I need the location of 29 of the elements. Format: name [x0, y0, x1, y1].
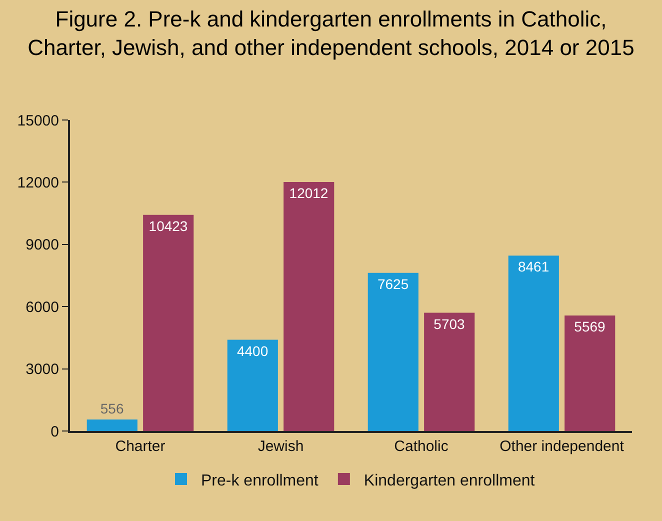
y-tick-label: 9000: [26, 236, 59, 254]
x-tick-label: Jewish: [258, 438, 304, 455]
x-tick-label: Other independent: [500, 438, 625, 455]
data-label: 4400: [236, 342, 268, 359]
legend-label: Kindergarten enrollment: [364, 472, 536, 490]
bar: [284, 182, 334, 431]
data-label: 5569: [574, 318, 606, 335]
y-tick-label: 12000: [17, 174, 59, 192]
y-tick-label: 15000: [17, 112, 59, 130]
data-label: 7625: [377, 276, 409, 292]
y-tick-label: 6000: [26, 298, 59, 316]
bar: [143, 214, 194, 431]
data-label: 556: [100, 400, 124, 416]
y-tick-label: 0: [50, 423, 59, 440]
legend-label: Pre-k enrollment: [201, 472, 319, 490]
data-label: 5703: [434, 316, 466, 332]
bar: [508, 256, 559, 431]
data-label: 8461: [518, 258, 550, 275]
bar: [424, 312, 475, 431]
data-label: 12012: [289, 184, 328, 201]
y-tick-label: 3000: [26, 361, 59, 378]
x-tick-label: Catholic: [394, 438, 449, 455]
chart-title: Figure 2. Pre-k and kindergarten enrollments in Catholic, Charter, Jewish, and other independent schools, 2014 or 2015: [28, 6, 634, 60]
data-label: 10423: [148, 218, 188, 234]
x-tick-label: Charter: [115, 438, 166, 455]
bar: [227, 340, 278, 431]
bar: [368, 272, 418, 431]
bar: [86, 419, 138, 431]
bar: [564, 316, 616, 431]
